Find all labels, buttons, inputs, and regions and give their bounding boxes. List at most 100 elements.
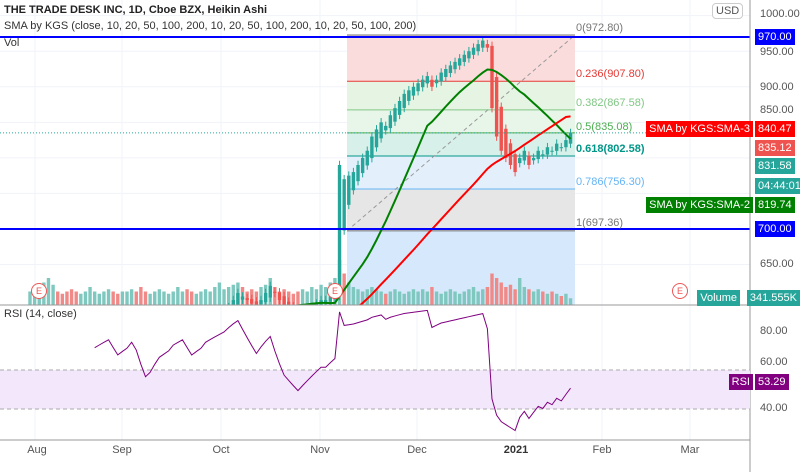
date-tick: Dec bbox=[407, 444, 427, 456]
date-tick: Oct bbox=[212, 444, 230, 456]
sma2-label: SMA by KGS:SMA-2 bbox=[646, 197, 753, 213]
volume-label: Volume bbox=[697, 290, 740, 306]
volume-bar bbox=[65, 291, 69, 305]
candle bbox=[337, 164, 342, 297]
earnings-marker[interactable]: E bbox=[31, 283, 47, 299]
earnings-marker[interactable]: E bbox=[327, 283, 343, 299]
date-tick: Nov bbox=[310, 444, 330, 456]
candle bbox=[411, 86, 416, 96]
volume-bar bbox=[444, 291, 448, 305]
volume-bar bbox=[222, 289, 226, 305]
volume-bar bbox=[402, 293, 406, 305]
volume-bar bbox=[448, 289, 453, 305]
candle bbox=[282, 296, 286, 305]
candle bbox=[490, 45, 494, 109]
volume-bar bbox=[365, 289, 369, 305]
sma3-label: SMA by KGS:SMA-3 bbox=[646, 121, 753, 137]
volume-bar bbox=[69, 289, 74, 305]
candle bbox=[273, 291, 277, 293]
volume-bar bbox=[411, 289, 416, 305]
candle bbox=[462, 54, 466, 62]
volume-bar bbox=[185, 289, 189, 305]
volume-bar bbox=[176, 287, 180, 305]
fib-zone bbox=[347, 156, 575, 189]
sma3-value: 840.47 bbox=[755, 121, 795, 137]
volume-bar bbox=[60, 293, 65, 305]
candle bbox=[559, 147, 563, 149]
candle bbox=[236, 292, 240, 305]
volume-bar bbox=[203, 289, 208, 305]
candle bbox=[416, 83, 420, 92]
volume-bar bbox=[300, 289, 305, 305]
rsi-tick: 40.00 bbox=[760, 402, 788, 414]
volume-bar bbox=[384, 293, 388, 305]
volume-bar bbox=[379, 291, 383, 305]
candle bbox=[471, 47, 476, 55]
volume-bar bbox=[421, 289, 425, 305]
candle bbox=[135, 361, 138, 362]
candle bbox=[384, 125, 388, 131]
volume-bar bbox=[319, 284, 323, 305]
volume-bar bbox=[217, 282, 222, 305]
candle bbox=[541, 154, 545, 156]
earnings-marker[interactable]: E bbox=[672, 283, 688, 299]
volume-bar bbox=[102, 291, 106, 305]
volume-bar bbox=[92, 291, 97, 305]
candle bbox=[268, 285, 272, 298]
candle bbox=[481, 40, 485, 48]
prev-price-badge: 831.58 bbox=[755, 158, 795, 174]
price-tick: 650.00 bbox=[760, 258, 794, 270]
date-tick: Feb bbox=[592, 444, 612, 456]
volume-bar bbox=[527, 289, 531, 305]
sma-legend[interactable]: SMA by KGS (close, 10, 20, 50, 100, 200,… bbox=[4, 20, 417, 32]
volume-bar bbox=[120, 291, 125, 305]
candle bbox=[254, 301, 259, 305]
candle bbox=[263, 292, 268, 303]
volume-bar bbox=[143, 291, 148, 305]
candle bbox=[444, 68, 448, 78]
candle bbox=[434, 79, 439, 84]
currency-button[interactable]: USD bbox=[712, 3, 744, 19]
volume-bar bbox=[518, 278, 522, 305]
candle bbox=[185, 339, 188, 340]
rsi-legend[interactable]: RSI (14, close) bbox=[4, 308, 77, 320]
candle bbox=[499, 106, 503, 151]
volume-bar bbox=[508, 284, 513, 305]
vol-legend[interactable]: Vol bbox=[4, 37, 20, 49]
candle bbox=[448, 65, 453, 74]
candle bbox=[467, 51, 471, 59]
volume-bar bbox=[490, 273, 494, 305]
volume-bar bbox=[522, 287, 527, 305]
volume-bar bbox=[171, 291, 175, 305]
volume-bar bbox=[499, 282, 503, 305]
candle bbox=[314, 303, 319, 305]
candle bbox=[323, 300, 328, 304]
sma-3-line bbox=[358, 115, 571, 305]
candle bbox=[277, 292, 282, 301]
volume-bar bbox=[213, 287, 217, 305]
fib-level-1: 1(697.36) bbox=[576, 217, 624, 229]
volume-bar bbox=[356, 289, 360, 305]
date-tick: Mar bbox=[680, 444, 700, 456]
volume-bar bbox=[416, 291, 420, 305]
fib-level-0786: 0.786(756.30) bbox=[576, 176, 645, 188]
last-price-badge: 835.12 bbox=[755, 140, 795, 156]
volume-bar bbox=[88, 287, 92, 305]
fib-trend-line bbox=[346, 34, 576, 232]
symbol-title: THE TRADE DESK INC, 1D, Cboe BZX, Heikin… bbox=[4, 4, 268, 16]
candle bbox=[388, 115, 393, 129]
volume-bar bbox=[504, 287, 508, 305]
volume-bar bbox=[453, 291, 457, 305]
candle bbox=[292, 306, 295, 314]
rsi-value: 53.29 bbox=[755, 374, 789, 390]
fib-zone bbox=[347, 35, 575, 82]
candle bbox=[296, 310, 299, 318]
candle bbox=[347, 175, 351, 205]
candle bbox=[545, 147, 550, 155]
candle bbox=[527, 155, 531, 165]
volume-bar bbox=[51, 284, 55, 305]
volume-bar bbox=[347, 282, 351, 305]
candle bbox=[208, 325, 211, 333]
